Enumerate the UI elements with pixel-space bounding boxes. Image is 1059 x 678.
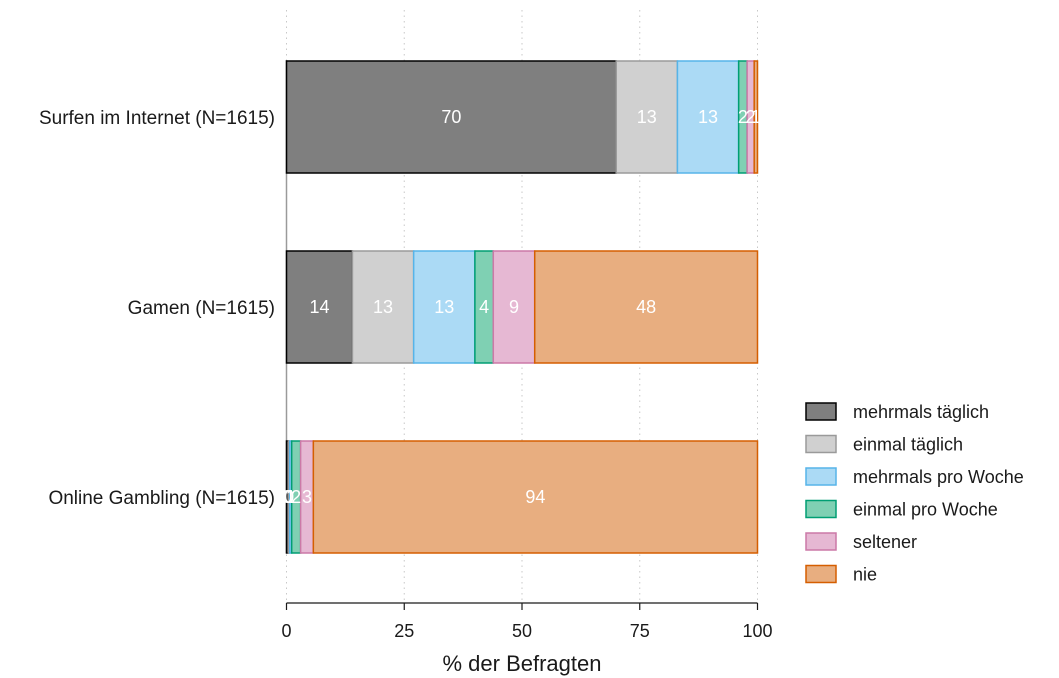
legend-swatch [805, 564, 837, 584]
category-label: Online Gambling (N=1615) [48, 488, 275, 509]
bar-segment [492, 250, 536, 364]
legend-swatch [805, 499, 837, 519]
data-label: 13 [637, 107, 657, 127]
data-label: 1 [751, 107, 761, 127]
legend-swatch [805, 434, 837, 454]
bar-segment [533, 250, 759, 364]
data-label: 48 [636, 297, 656, 317]
data-label: 14 [309, 297, 329, 317]
legend-label: seltener [853, 532, 917, 552]
data-label: 13 [373, 297, 393, 317]
data-label: 13 [434, 297, 454, 317]
legend-label: nie [853, 565, 877, 585]
data-label: 94 [525, 487, 545, 507]
x-tick-label: 75 [630, 621, 650, 641]
data-label: 0 [282, 487, 292, 507]
category-labels: Surfen im Internet (N=1615) Gamen (N=1615… [39, 108, 275, 509]
data-label: 2 [738, 107, 748, 127]
data-label: 2 [746, 107, 756, 127]
data-label: 13 [698, 107, 718, 127]
bar-segment [285, 60, 617, 174]
data-label: 0 [284, 487, 294, 507]
bars [285, 60, 759, 554]
legend-label: mehrmals täglich [853, 402, 989, 422]
x-tick-label: 50 [512, 621, 532, 641]
data-label: 4 [479, 297, 489, 317]
bar-segment [412, 250, 476, 364]
bar-segment [285, 250, 354, 364]
x-tick-label: 0 [281, 621, 291, 641]
category-label: Surfen im Internet (N=1615) [39, 108, 275, 129]
bar-segment [312, 440, 759, 554]
legend-label: einmal täglich [853, 435, 963, 455]
data-label: 3 [302, 487, 312, 507]
legend: mehrmals täglich einmal täglich mehrmals p… [805, 402, 1024, 585]
legend-swatch [805, 467, 837, 486]
bar-segment [676, 60, 740, 174]
bar-segment [351, 250, 415, 364]
bar-segment [753, 60, 759, 174]
x-axis: 0 25 50 75 100 [281, 602, 773, 641]
data-label: 9 [509, 297, 519, 317]
legend-swatch [805, 402, 837, 421]
legend-label: mehrmals pro Woche [853, 467, 1024, 487]
data-label: 1 [286, 487, 296, 507]
x-axis-title: % der Befragten [443, 651, 602, 676]
legend-label: einmal pro Woche [853, 500, 998, 520]
bar-segment [615, 60, 679, 174]
data-label: 2 [291, 487, 301, 507]
x-tick-label: 25 [394, 621, 414, 641]
legend-swatch [805, 532, 837, 551]
category-label: Gamen (N=1615) [128, 298, 275, 319]
x-tick-label: 100 [742, 621, 772, 641]
data-label: 70 [441, 107, 461, 127]
